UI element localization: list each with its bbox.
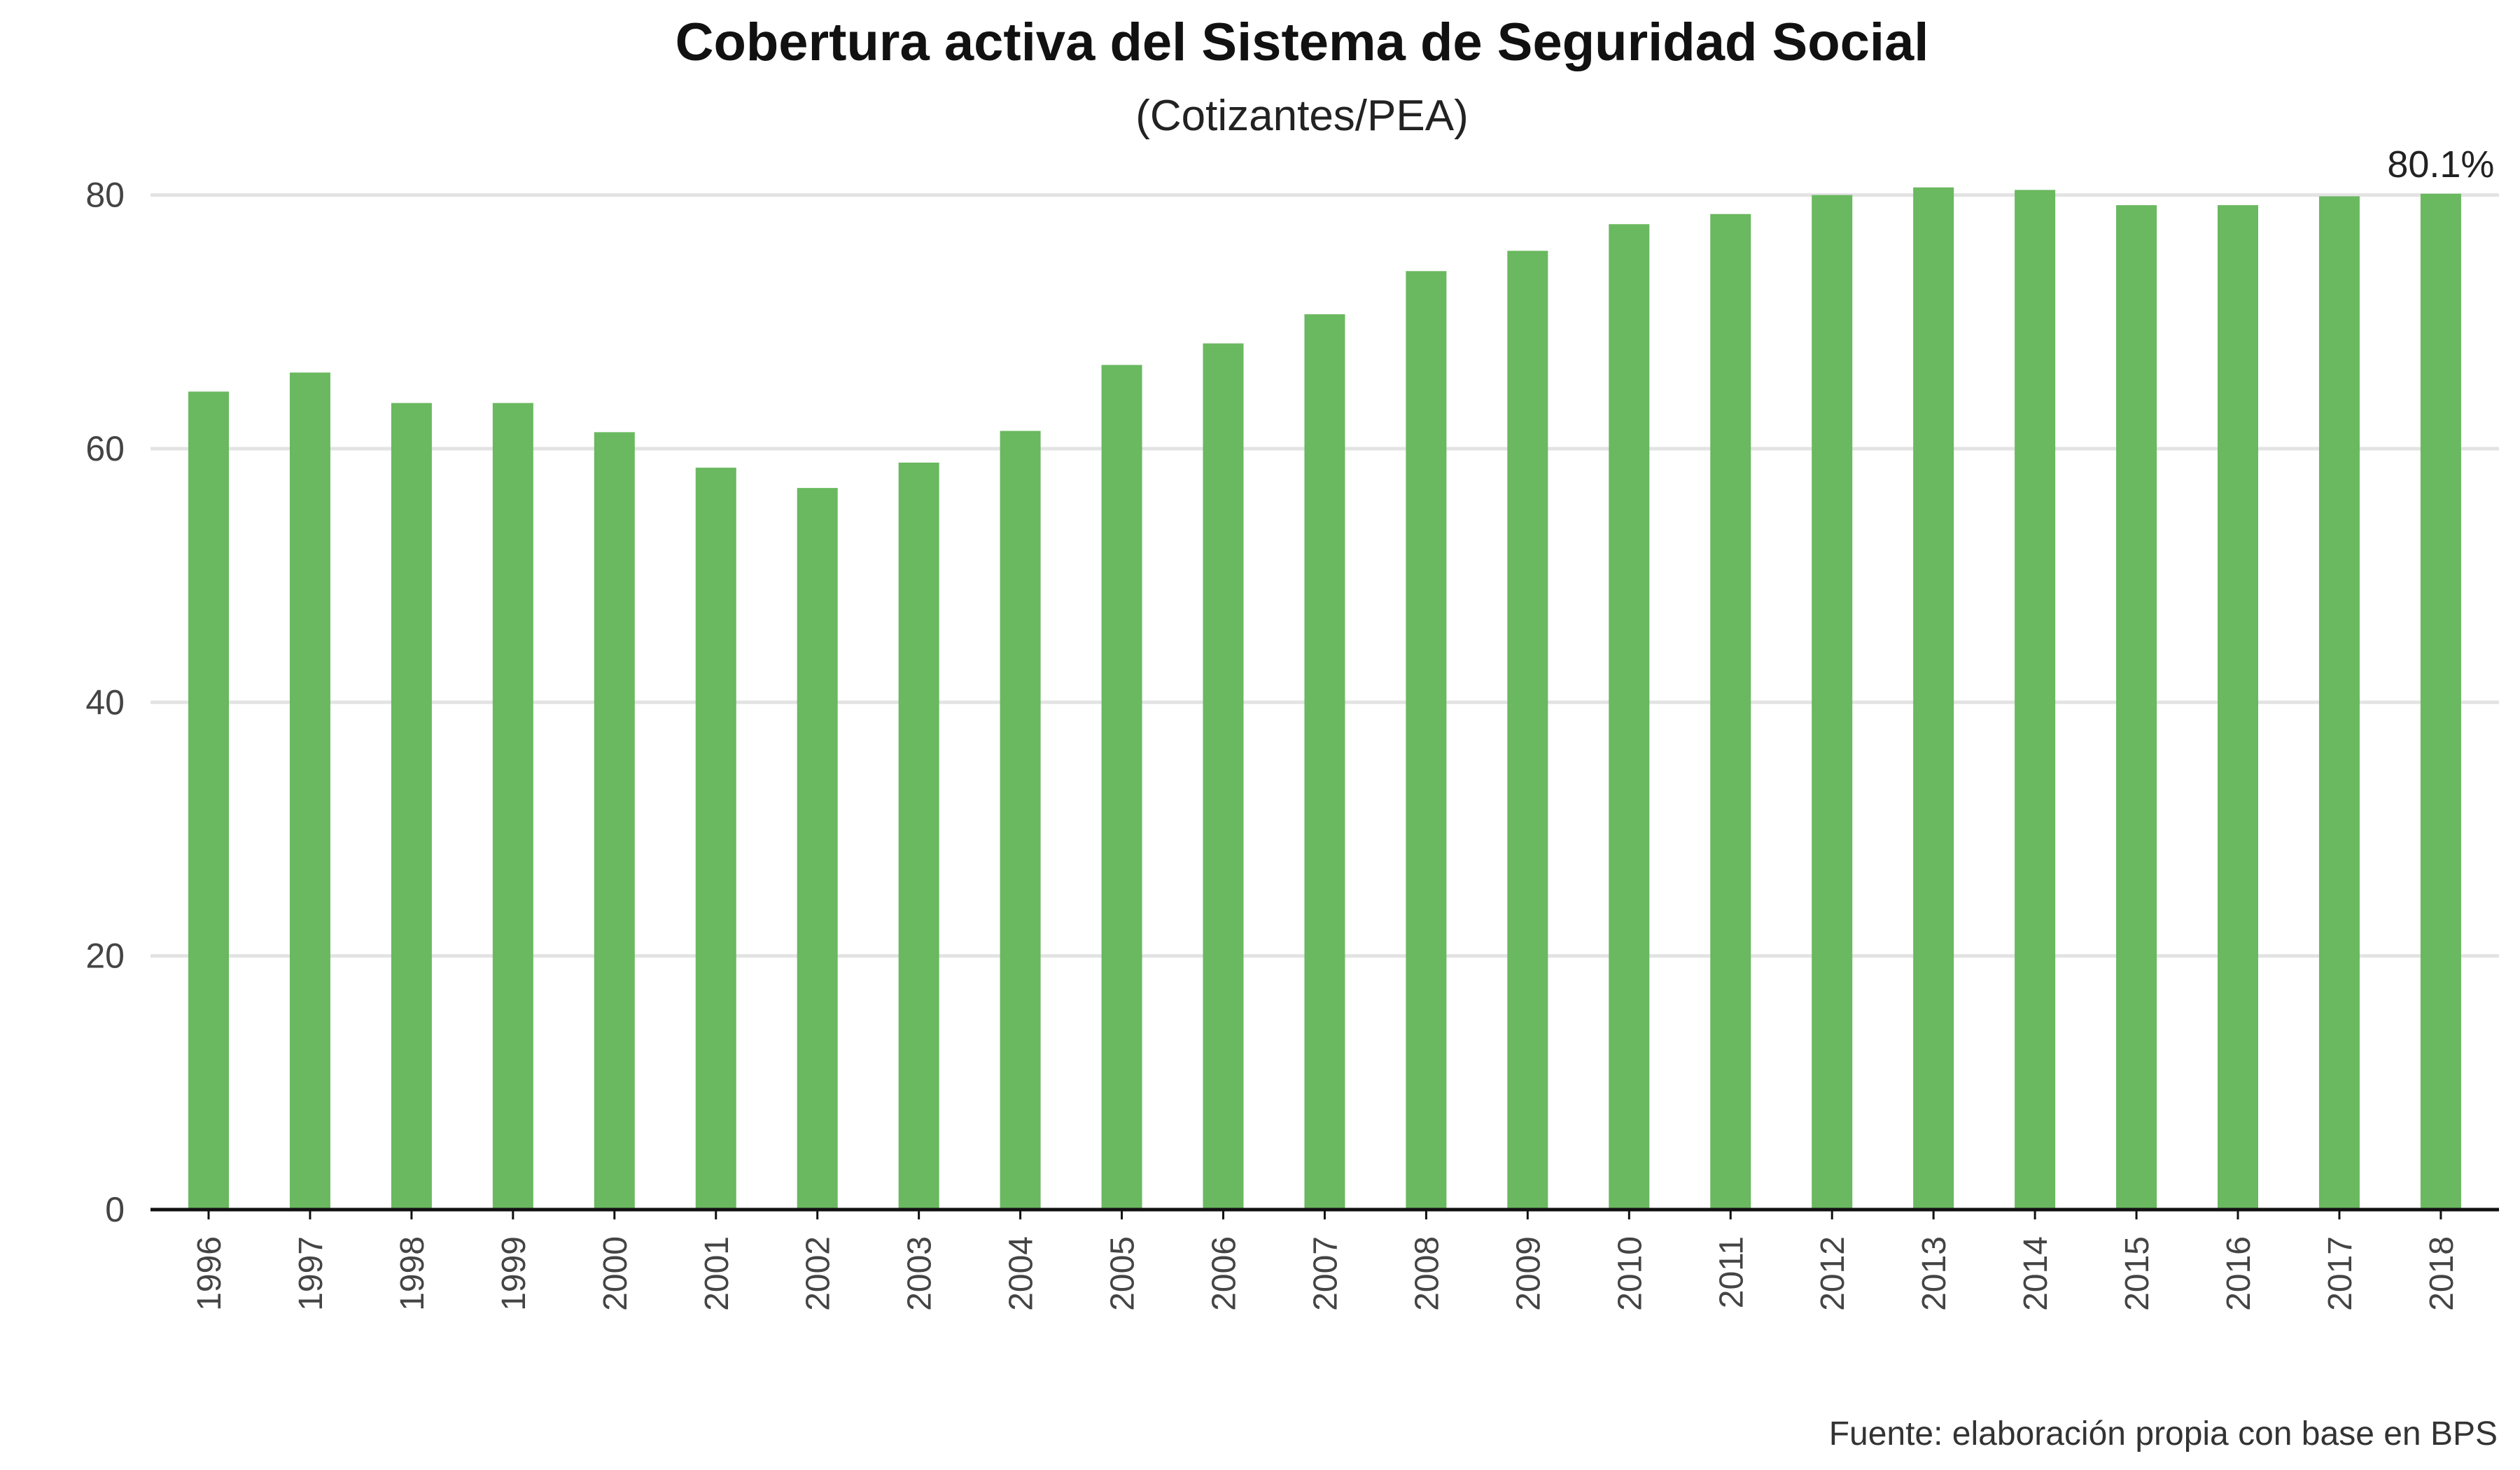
source-note: Fuente: elaboración propia con base en B…: [1829, 1415, 2498, 1452]
chart-subtitle: (Cotizantes/PEA): [1135, 92, 1469, 140]
axes: [150, 1208, 2499, 1219]
x-tick-label: 1998: [394, 1236, 431, 1311]
bar-2018: [2420, 193, 2461, 1210]
bar-1996: [188, 391, 229, 1210]
x-tick-label: 2006: [1206, 1236, 1243, 1311]
y-tick-label: 40: [85, 682, 125, 722]
x-tick-label: 2004: [1003, 1236, 1040, 1311]
bar-2002: [797, 488, 838, 1210]
y-tick-label: 0: [105, 1190, 125, 1229]
x-tick-label: 2013: [1916, 1236, 1953, 1311]
bar-2016: [2218, 205, 2258, 1210]
x-tick-label: 2017: [2322, 1236, 2359, 1311]
bar-2007: [1304, 314, 1345, 1210]
bar-2008: [1406, 271, 1447, 1210]
chart-title: Cobertura activa del Sistema de Segurida…: [676, 13, 1929, 72]
x-tick-label: 2000: [597, 1236, 634, 1311]
bar-2006: [1203, 343, 1244, 1210]
x-tick-label: 1996: [191, 1236, 228, 1311]
labels: 0 20 40 60 80 1996 1997 1998 1999 2000 2001 2002 200…: [85, 144, 2494, 1311]
x-tick-label: 2003: [902, 1236, 939, 1311]
bar-2014: [2015, 190, 2056, 1210]
x-tick-label: 2002: [800, 1236, 837, 1311]
x-tick-label: 2001: [699, 1236, 736, 1311]
bar-2004: [1000, 430, 1041, 1210]
bar-2011: [1710, 214, 1751, 1210]
x-tick-label: 2012: [1814, 1236, 1851, 1311]
bar-1998: [391, 402, 432, 1210]
x-tick-label: 2014: [2017, 1236, 2054, 1311]
x-tick-label: 2005: [1105, 1236, 1142, 1311]
x-tick-label: 2010: [1611, 1236, 1648, 1311]
bar-2003: [898, 462, 939, 1210]
bar-2009: [1507, 251, 1548, 1210]
y-tick-label: 80: [85, 176, 125, 215]
x-tick-label: 2007: [1307, 1236, 1344, 1311]
bar-1997: [289, 372, 330, 1210]
bar-1999: [492, 402, 533, 1210]
bar-2015: [2116, 205, 2157, 1210]
bars: [188, 187, 2461, 1210]
bar-2000: [594, 432, 635, 1210]
bar-2013: [1913, 187, 1954, 1210]
x-tick-label: 2009: [1510, 1236, 1547, 1311]
x-tick-label: 2018: [2423, 1236, 2460, 1311]
y-tick-label: 60: [85, 429, 125, 468]
x-tick-label: 1997: [293, 1236, 330, 1311]
x-tick-label: 2008: [1408, 1236, 1446, 1311]
x-tick-label: 2015: [2119, 1236, 2156, 1311]
data-label-2018: 80.1%: [2387, 144, 2494, 186]
x-tick-label: 2011: [1713, 1236, 1750, 1308]
x-tick-label: 2016: [2220, 1236, 2258, 1311]
bar-2001: [695, 468, 736, 1210]
bar-2005: [1101, 365, 1142, 1210]
x-tick-label: 1999: [496, 1236, 533, 1311]
bar-2010: [1609, 224, 1650, 1210]
y-tick-label: 20: [85, 937, 125, 976]
bar-2017: [2318, 196, 2360, 1210]
bar-2012: [1812, 195, 1853, 1210]
